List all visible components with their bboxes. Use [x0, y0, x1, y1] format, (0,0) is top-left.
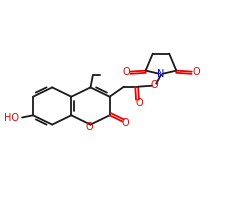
Text: O: O	[135, 98, 143, 108]
Text: O: O	[122, 117, 130, 128]
Text: HO: HO	[4, 113, 18, 123]
Text: N: N	[157, 69, 165, 79]
Text: O: O	[192, 67, 200, 77]
Text: O: O	[122, 67, 130, 77]
Text: O: O	[150, 80, 158, 90]
Text: O: O	[85, 122, 93, 132]
